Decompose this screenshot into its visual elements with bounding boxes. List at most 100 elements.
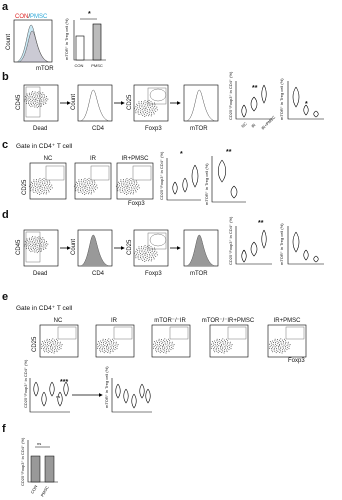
event-dot bbox=[54, 342, 56, 344]
event-dot bbox=[81, 186, 83, 188]
event-dot bbox=[40, 184, 42, 186]
event-dot bbox=[150, 246, 152, 248]
event-dot bbox=[82, 181, 84, 183]
event-dot bbox=[160, 348, 162, 350]
event-dot bbox=[140, 102, 142, 104]
event-dot bbox=[40, 105, 42, 107]
event-dot bbox=[109, 344, 111, 346]
event-dot bbox=[138, 101, 140, 103]
event-dot bbox=[32, 190, 34, 192]
event-dot bbox=[88, 186, 90, 188]
category: PMSC bbox=[91, 63, 103, 68]
event-dot bbox=[27, 241, 29, 243]
event-dot bbox=[222, 350, 224, 352]
event-dot bbox=[133, 182, 135, 184]
event-dot bbox=[33, 180, 35, 182]
event-dot bbox=[143, 246, 145, 248]
event-dot bbox=[154, 249, 156, 251]
event-dot bbox=[47, 342, 49, 344]
event-dot bbox=[33, 241, 35, 243]
event-dot bbox=[153, 109, 155, 111]
event-dot bbox=[146, 254, 148, 256]
event-dot bbox=[48, 185, 50, 187]
event-dot bbox=[142, 252, 144, 254]
event-dot bbox=[277, 343, 279, 345]
event-dot bbox=[85, 189, 87, 191]
event-dot bbox=[86, 188, 88, 190]
event-dot bbox=[141, 249, 143, 251]
event-dot bbox=[49, 343, 51, 345]
event-dot bbox=[155, 108, 157, 110]
event-dot bbox=[43, 191, 45, 193]
event-dot bbox=[86, 181, 88, 183]
event-dot bbox=[37, 97, 39, 99]
event-dot bbox=[144, 249, 146, 251]
event-dot bbox=[287, 341, 289, 343]
event-dot bbox=[38, 247, 40, 249]
event-dot bbox=[41, 99, 43, 101]
event-dot bbox=[155, 253, 157, 255]
stat: ns bbox=[37, 441, 41, 446]
event-dot bbox=[127, 189, 129, 191]
event-dot bbox=[135, 106, 137, 108]
event-dot bbox=[28, 248, 30, 250]
event-dot bbox=[137, 105, 139, 107]
gate-label: Dead bbox=[33, 271, 47, 277]
event-dot bbox=[93, 189, 95, 191]
event-dot bbox=[33, 249, 35, 251]
event-dot bbox=[26, 239, 28, 241]
event-dot bbox=[155, 349, 157, 351]
event-dot bbox=[30, 244, 32, 246]
event-dot bbox=[32, 103, 34, 105]
event-dot bbox=[167, 344, 169, 346]
violin bbox=[49, 381, 55, 397]
event-dot bbox=[24, 243, 26, 245]
event-dot bbox=[41, 94, 43, 96]
event-dot bbox=[161, 351, 163, 353]
event-dot bbox=[96, 184, 98, 186]
event-dot bbox=[112, 351, 114, 353]
event-dot bbox=[128, 188, 130, 190]
category: IR+PMSC bbox=[260, 114, 276, 130]
event-dot bbox=[35, 247, 37, 249]
event-dot bbox=[146, 113, 148, 115]
event-dot bbox=[41, 240, 43, 242]
event-dot bbox=[103, 342, 105, 344]
event-dot bbox=[39, 178, 41, 180]
event-dot bbox=[156, 351, 158, 353]
gate-label: Count bbox=[71, 239, 77, 255]
event-dot bbox=[33, 104, 35, 106]
event-dot bbox=[131, 183, 133, 185]
event-dot bbox=[285, 340, 287, 342]
event-dot bbox=[149, 250, 151, 252]
event-dot bbox=[83, 183, 85, 185]
event-dot bbox=[224, 351, 226, 353]
gate bbox=[25, 231, 41, 263]
event-dot bbox=[281, 344, 283, 346]
event-dot bbox=[35, 238, 37, 240]
event-dot bbox=[157, 345, 159, 347]
event-dot bbox=[143, 248, 145, 250]
event-dot bbox=[43, 238, 45, 240]
event-dot bbox=[47, 98, 49, 100]
event-dot bbox=[130, 180, 132, 182]
event-dot bbox=[276, 340, 278, 342]
stat: ** bbox=[258, 220, 264, 227]
event-dot bbox=[28, 103, 30, 105]
stat: *** bbox=[60, 379, 68, 386]
event-dot bbox=[89, 188, 91, 190]
event-dot bbox=[38, 244, 40, 246]
event-dot bbox=[75, 184, 77, 186]
event-dot bbox=[162, 349, 164, 351]
event-dot bbox=[27, 98, 29, 100]
event-dot bbox=[82, 185, 84, 187]
event-dot bbox=[54, 351, 56, 353]
event-dot bbox=[45, 242, 47, 244]
violin bbox=[191, 164, 199, 188]
event-dot bbox=[140, 111, 142, 113]
event-dot bbox=[108, 348, 110, 350]
event-dot bbox=[112, 343, 114, 345]
event-dot bbox=[26, 93, 28, 95]
event-dot bbox=[169, 341, 171, 343]
event-dot bbox=[222, 346, 224, 348]
